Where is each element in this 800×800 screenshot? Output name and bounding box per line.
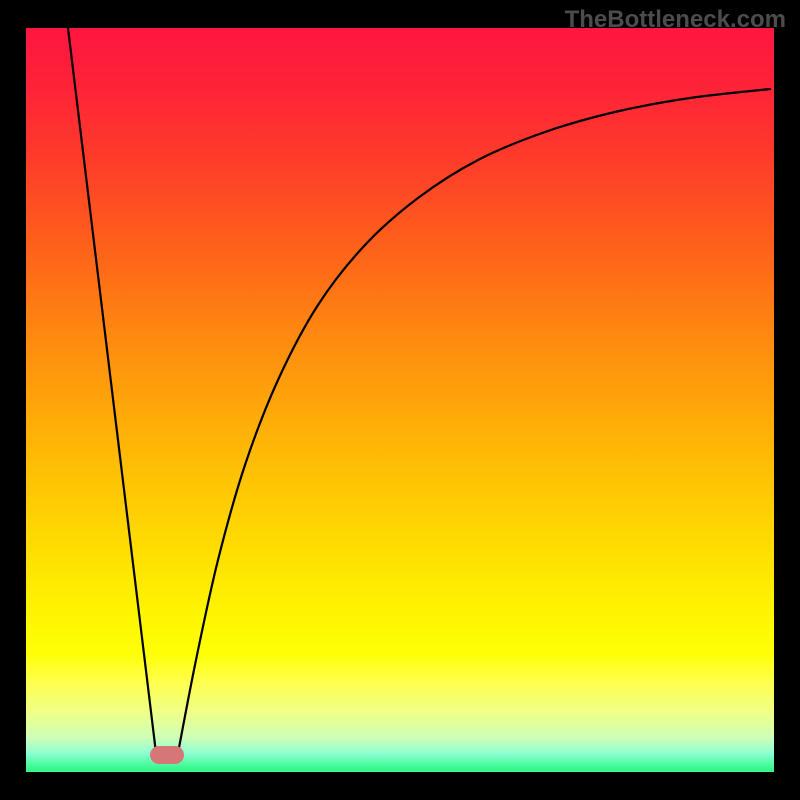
- curve-right-branch: [178, 89, 770, 753]
- curve-left-branch: [68, 28, 156, 753]
- attribution-label: TheBottleneck.com: [565, 6, 786, 33]
- curve-layer: [0, 0, 800, 800]
- chart-frame: TheBottleneck.com: [0, 0, 800, 800]
- attribution-text: TheBottleneck.com: [565, 6, 786, 34]
- optimum-marker: [150, 746, 184, 764]
